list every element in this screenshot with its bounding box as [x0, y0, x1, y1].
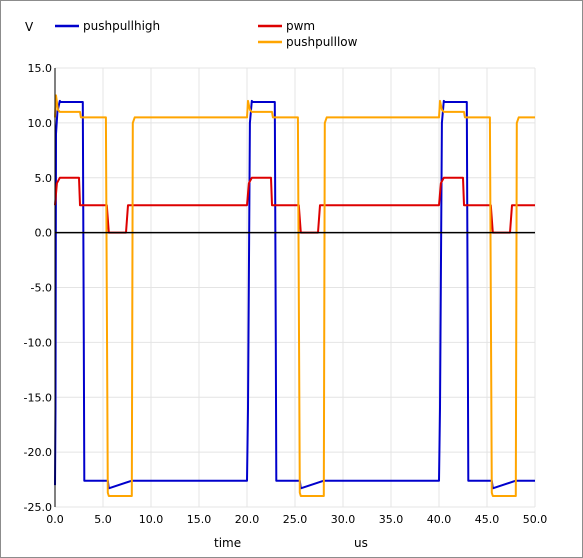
- y-tick-label: -20.0: [24, 446, 52, 459]
- x-tick-label: 5.0: [94, 513, 112, 526]
- grid: [54, 67, 536, 508]
- x-tick-label: 35.0: [379, 513, 404, 526]
- y-tick-labels: 15.0 10.0 5.0 0.0 -5.0 -10.0 -15.0 -20.0 -25.0: [24, 62, 52, 514]
- series-lines: [54, 94, 535, 497]
- x-tick-label: 30.0: [331, 513, 356, 526]
- x-tick-label: 10.0: [139, 513, 164, 526]
- legend: pushpullhigh pwm pushpulllow: [55, 19, 358, 49]
- y-tick-label: -5.0: [31, 282, 52, 295]
- legend-label-pwm: pwm: [286, 19, 315, 33]
- x-axis-unit: us: [354, 536, 368, 550]
- y-axis-label: V: [25, 20, 34, 34]
- y-tick-label: -25.0: [24, 501, 52, 514]
- series-line-pushpulllow: [54, 94, 535, 497]
- legend-label-pushpulllow: pushpulllow: [286, 35, 358, 49]
- y-tick-label: 5.0: [35, 172, 53, 185]
- legend-label-pushpullhigh: pushpullhigh: [83, 19, 160, 33]
- x-tick-labels: 0.0 5.0 10.0 15.0 20.0 25.0 30.0 35.0 40.0 45.0 50…: [46, 513, 547, 526]
- y-tick-label: 10.0: [28, 117, 53, 130]
- axes: [54, 68, 535, 507]
- x-tick-label: 20.0: [235, 513, 260, 526]
- x-tick-label: 50.0: [523, 513, 548, 526]
- y-tick-label: 15.0: [28, 62, 53, 75]
- x-axis-label: time: [214, 536, 241, 550]
- y-tick-label: -10.0: [24, 336, 52, 349]
- y-tick-label: -15.0: [24, 391, 52, 404]
- series-line-pwm: [54, 176, 535, 234]
- x-tick-label: 0.0: [46, 513, 64, 526]
- x-tick-label: 15.0: [187, 513, 212, 526]
- y-tick-label: 0.0: [35, 227, 53, 240]
- x-tick-label: 45.0: [475, 513, 500, 526]
- x-tick-label: 25.0: [283, 513, 308, 526]
- x-tick-label: 40.0: [427, 513, 452, 526]
- series-line-pushpullhigh: [54, 99, 535, 490]
